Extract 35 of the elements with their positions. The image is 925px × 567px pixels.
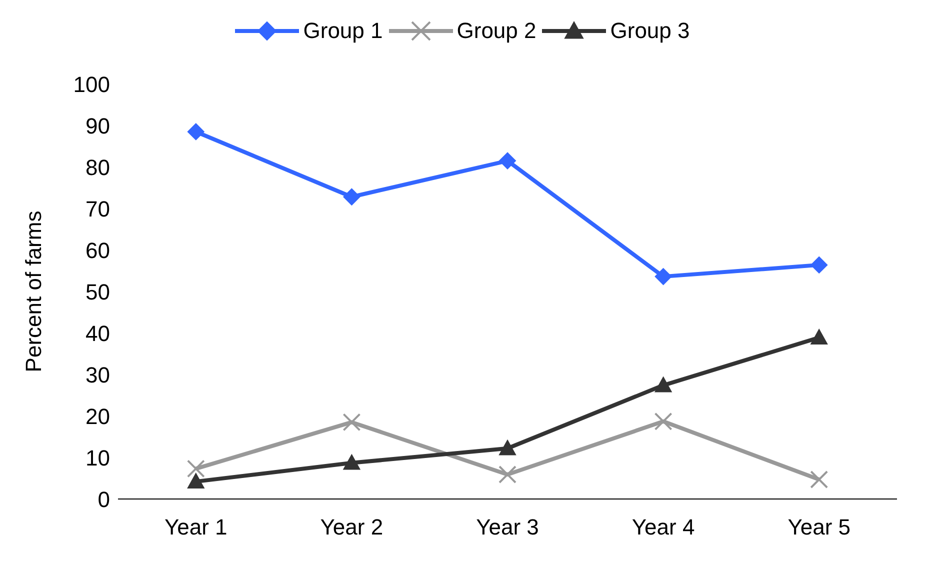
y-tick-label: 60 [86, 238, 110, 263]
x-tick-label: Year 1 [164, 514, 228, 540]
point [499, 440, 516, 456]
legend-label: Group 1 [303, 18, 383, 44]
point [654, 376, 672, 392]
x-tick-label: Year 4 [632, 514, 695, 540]
point [810, 329, 828, 344]
point [187, 123, 204, 140]
y-tick-label: 20 [86, 404, 110, 429]
y-tick-label: 80 [86, 154, 110, 180]
point [186, 460, 205, 478]
legend-label: Group 2 [456, 18, 536, 44]
y-tick-label: 30 [86, 362, 110, 388]
point [810, 470, 828, 488]
point [187, 473, 204, 488]
point [343, 454, 360, 470]
y-axis-title: Percent of farms [20, 210, 46, 372]
point [654, 268, 672, 286]
y-tick-label: 70 [86, 196, 110, 222]
y-tick-label: 0 [98, 486, 110, 512]
y-tick-label: 40 [86, 320, 110, 346]
point [498, 466, 516, 484]
legend-label: Group 3 [610, 18, 690, 44]
x-tick-label: Year 3 [476, 514, 539, 540]
y-tick-label: 10 [86, 445, 110, 470]
x-tick-label: Year 2 [320, 514, 384, 540]
point [343, 188, 360, 206]
y-tick-label: 50 [86, 279, 110, 304]
point [342, 413, 361, 432]
y-tick-label: 90 [86, 113, 110, 138]
point [810, 256, 828, 274]
point [499, 152, 516, 170]
y-tick-label: 100 [73, 72, 110, 97]
point [654, 412, 672, 430]
x-tick-label: Year 5 [788, 514, 851, 540]
